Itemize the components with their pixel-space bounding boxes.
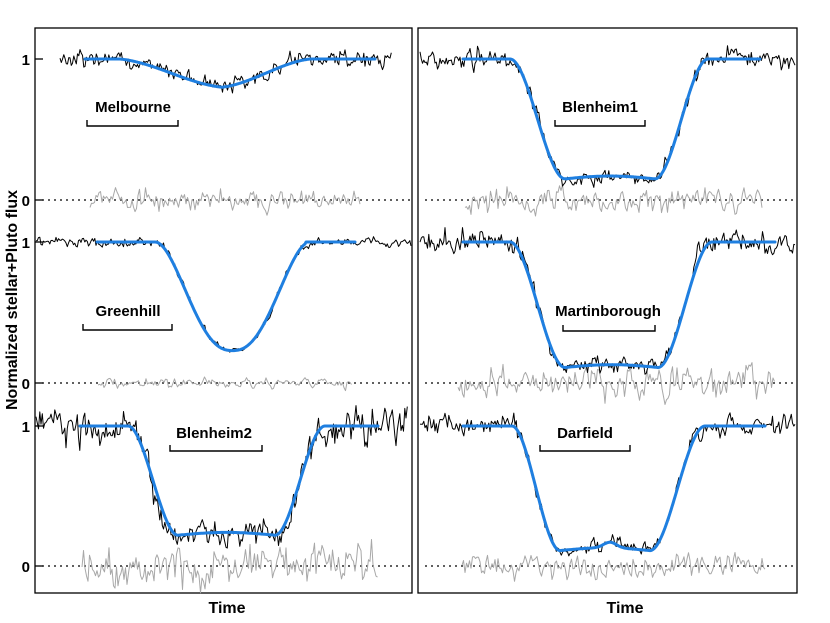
y-ticks: 1 0 1 0 1 0	[22, 52, 43, 576]
observed-series-martinborough	[419, 227, 796, 375]
right-column-frame	[417, 27, 798, 594]
ytick-0-row1: 0	[22, 193, 30, 210]
x-axis-label-left: Time	[208, 600, 245, 617]
ytick-0-row3: 0	[22, 559, 30, 576]
panels: Melbourne Greenhill Blenheim2 Blenheim1 Mart…	[35, 45, 796, 594]
station-bracket-blenheim2	[169, 445, 263, 452]
station-label-melbourne: Melbourne	[95, 99, 171, 116]
ytick-1-row3: 1	[22, 419, 30, 436]
ytick-1-row2: 1	[22, 235, 30, 252]
station-bracket-greenhill	[82, 324, 173, 331]
residual-series-blenheim2	[81, 539, 378, 594]
y-axis-label: Normalized stellar+Pluto flux	[4, 190, 21, 410]
model-fit-martinborough	[461, 240, 777, 369]
observed-series-greenhill	[35, 236, 412, 353]
station-label-martinborough: Martinborough	[555, 303, 661, 320]
station-bracket-darfield	[539, 445, 631, 452]
station-bracket-martinborough	[562, 325, 656, 332]
station-label-blenheim1: Blenheim1	[562, 99, 638, 116]
observed-series-melbourne	[59, 49, 392, 94]
left-column-frame	[34, 27, 413, 594]
panel-martinborough: Martinborough	[419, 227, 796, 405]
station-label-darfield: Darfield	[557, 425, 613, 442]
ytick-0-row2: 0	[22, 376, 30, 393]
model-fit-blenheim2	[78, 424, 380, 537]
x-axis-label-right: Time	[606, 600, 643, 617]
panel-blenheim1: Blenheim1	[419, 45, 796, 217]
model-fit-greenhill	[95, 240, 357, 353]
ytick-1-row1: 1	[22, 52, 30, 69]
station-bracket-blenheim1	[554, 120, 646, 127]
panel-greenhill: Greenhill	[35, 236, 412, 392]
residual-series-greenhill	[97, 376, 352, 392]
residual-series-martinborough	[457, 362, 775, 405]
residual-series-darfield	[461, 552, 766, 582]
panel-darfield: Darfield	[419, 412, 796, 582]
station-label-greenhill: Greenhill	[95, 303, 160, 320]
observed-series-blenheim1	[419, 45, 796, 188]
station-bracket-melbourne	[86, 120, 179, 127]
model-fit-blenheim1	[461, 57, 762, 181]
residual-series-melbourne	[89, 187, 361, 216]
model-fit-darfield	[461, 424, 767, 553]
panel-blenheim2: Blenheim2	[35, 405, 411, 594]
residual-series-blenheim1	[464, 184, 763, 217]
station-label-blenheim2: Blenheim2	[176, 425, 252, 442]
panel-melbourne: Melbourne	[42, 49, 411, 216]
model-fit-melbourne	[83, 57, 377, 89]
